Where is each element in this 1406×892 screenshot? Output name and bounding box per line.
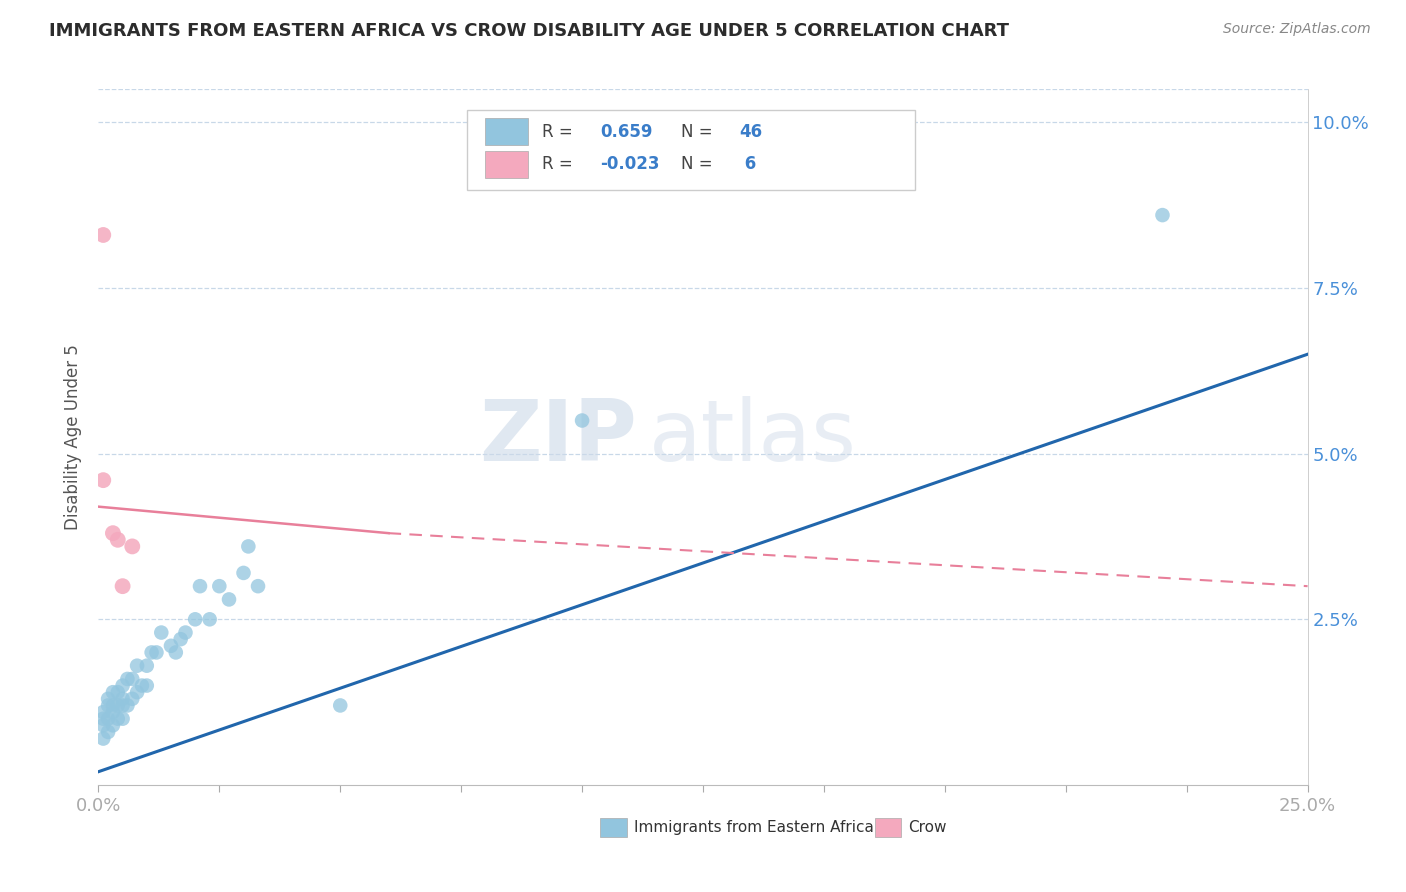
- Bar: [485, 119, 527, 145]
- Point: [117, 698, 139, 713]
- Point: [247, 579, 270, 593]
- Point: [101, 698, 124, 713]
- Y-axis label: Disability Age Under 5: Disability Age Under 5: [63, 344, 82, 530]
- Point: [91, 473, 114, 487]
- Point: [101, 526, 124, 541]
- Text: Crow: Crow: [908, 820, 948, 835]
- Point: [135, 658, 157, 673]
- Text: 46: 46: [740, 122, 762, 141]
- Point: [121, 540, 143, 554]
- Point: [111, 579, 134, 593]
- Point: [127, 685, 149, 699]
- Point: [174, 625, 197, 640]
- Point: [111, 691, 134, 706]
- Point: [571, 413, 593, 427]
- Text: Immigrants from Eastern Africa: Immigrants from Eastern Africa: [634, 820, 875, 835]
- Text: atlas: atlas: [648, 395, 856, 479]
- Point: [101, 705, 124, 719]
- Point: [198, 612, 221, 626]
- Text: N =: N =: [682, 122, 718, 141]
- Point: [150, 625, 173, 640]
- Bar: [485, 151, 527, 178]
- Text: ZIP: ZIP: [479, 395, 637, 479]
- Point: [188, 579, 211, 593]
- Point: [111, 698, 134, 713]
- Point: [101, 685, 124, 699]
- Point: [91, 705, 114, 719]
- Point: [127, 658, 149, 673]
- Point: [208, 579, 231, 593]
- Point: [111, 679, 134, 693]
- Point: [238, 540, 260, 554]
- Point: [184, 612, 207, 626]
- Text: Source: ZipAtlas.com: Source: ZipAtlas.com: [1223, 22, 1371, 37]
- Point: [91, 227, 114, 242]
- Point: [232, 566, 254, 580]
- Text: 0.659: 0.659: [600, 122, 652, 141]
- Text: -0.023: -0.023: [600, 155, 659, 173]
- Point: [107, 685, 129, 699]
- Point: [218, 592, 240, 607]
- Point: [329, 698, 352, 713]
- Point: [97, 698, 120, 713]
- Point: [107, 698, 129, 713]
- Point: [91, 712, 114, 726]
- Point: [169, 632, 191, 647]
- Point: [101, 718, 124, 732]
- Point: [141, 645, 163, 659]
- Point: [121, 691, 143, 706]
- Point: [135, 679, 157, 693]
- Point: [97, 691, 120, 706]
- Point: [165, 645, 187, 659]
- Text: N =: N =: [682, 155, 718, 173]
- Point: [121, 672, 143, 686]
- Point: [91, 731, 114, 746]
- Point: [107, 712, 129, 726]
- Bar: [600, 818, 627, 837]
- Point: [107, 533, 129, 547]
- Point: [91, 718, 114, 732]
- FancyBboxPatch shape: [467, 110, 915, 190]
- Point: [111, 712, 134, 726]
- Point: [160, 639, 183, 653]
- Text: IMMIGRANTS FROM EASTERN AFRICA VS CROW DISABILITY AGE UNDER 5 CORRELATION CHART: IMMIGRANTS FROM EASTERN AFRICA VS CROW D…: [49, 22, 1010, 40]
- Point: [145, 645, 167, 659]
- Point: [131, 679, 153, 693]
- Text: 6: 6: [740, 155, 756, 173]
- Point: [1152, 208, 1174, 222]
- Point: [97, 725, 120, 739]
- Text: R =: R =: [543, 155, 578, 173]
- Bar: [875, 818, 901, 837]
- Text: R =: R =: [543, 122, 578, 141]
- Point: [97, 712, 120, 726]
- Point: [117, 672, 139, 686]
